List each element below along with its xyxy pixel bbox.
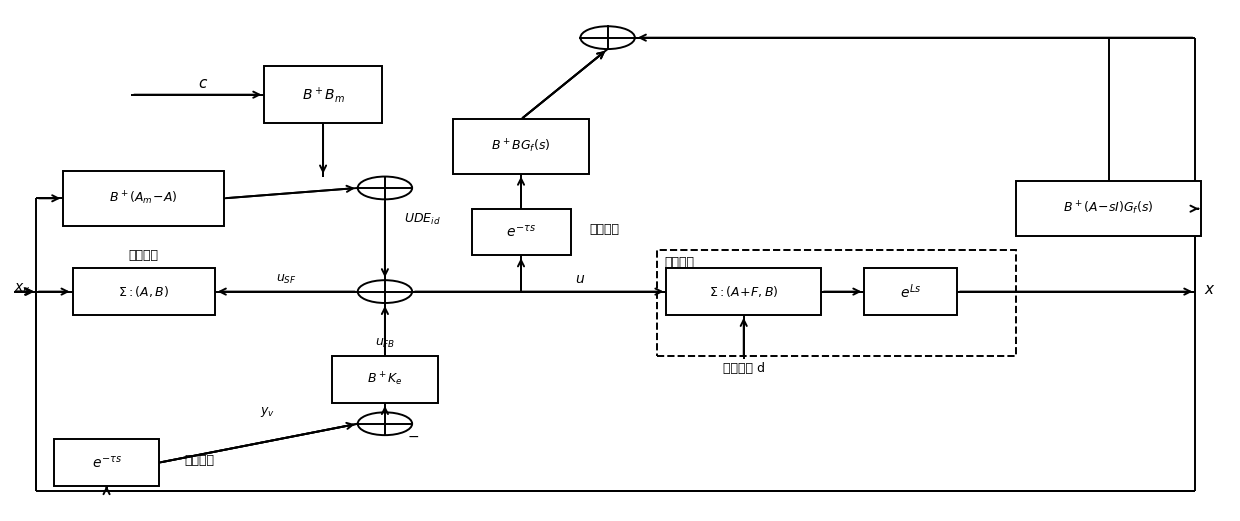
Text: $c$: $c$	[198, 77, 208, 91]
Circle shape	[357, 280, 412, 303]
Text: $y_v$: $y_v$	[260, 405, 275, 418]
Text: $B^+(A_m\!-\!A)$: $B^+(A_m\!-\!A)$	[109, 190, 177, 207]
Text: $e^{-\tau s}$: $e^{-\tau s}$	[92, 455, 122, 470]
Text: $u$: $u$	[575, 272, 585, 287]
Bar	[332, 356, 438, 403]
Bar	[264, 66, 382, 123]
Text: $x_v$: $x_v$	[14, 282, 30, 296]
Bar	[1016, 181, 1202, 236]
Circle shape	[357, 177, 412, 200]
Text: 人工延迟: 人工延迟	[185, 453, 215, 466]
Text: 被控过程: 被控过程	[665, 256, 694, 269]
Bar	[471, 209, 570, 255]
Bar	[72, 268, 215, 315]
Text: $e^{Ls}$: $e^{Ls}$	[900, 282, 921, 301]
Text: $B^+(A\!-\!sI)G_f(s)$: $B^+(A\!-\!sI)G_f(s)$	[1064, 200, 1154, 217]
Text: $B^+K_e$: $B^+K_e$	[367, 371, 403, 388]
Bar	[864, 268, 957, 315]
Text: $-$: $-$	[407, 429, 419, 443]
Text: $u_{FB}$: $u_{FB}$	[374, 337, 396, 350]
Text: 人工延迟: 人工延迟	[589, 223, 619, 236]
Text: $e^{-\tau s}$: $e^{-\tau s}$	[506, 224, 536, 240]
Text: $u_{SF}$: $u_{SF}$	[275, 274, 296, 287]
Text: 外部扰动 d: 外部扰动 d	[723, 362, 765, 375]
Text: $x$: $x$	[1204, 283, 1215, 297]
Text: $UDE_{id}$: $UDE_{id}$	[404, 212, 440, 227]
Bar	[666, 268, 821, 315]
Text: $\Sigma:(A,B)$: $\Sigma:(A,B)$	[118, 284, 170, 299]
Bar	[55, 439, 159, 486]
Text: $B^+B_m$: $B^+B_m$	[301, 85, 345, 105]
Circle shape	[580, 26, 635, 49]
Bar	[453, 119, 589, 173]
Circle shape	[357, 412, 412, 435]
Bar	[63, 171, 224, 226]
Text: 虚拟模型: 虚拟模型	[129, 249, 159, 262]
Text: $B^+BG_f(s)$: $B^+BG_f(s)$	[491, 138, 551, 155]
Text: $\Sigma:(A\!+\!F,B)$: $\Sigma:(A\!+\!F,B)$	[709, 284, 779, 299]
Bar	[657, 250, 1016, 356]
